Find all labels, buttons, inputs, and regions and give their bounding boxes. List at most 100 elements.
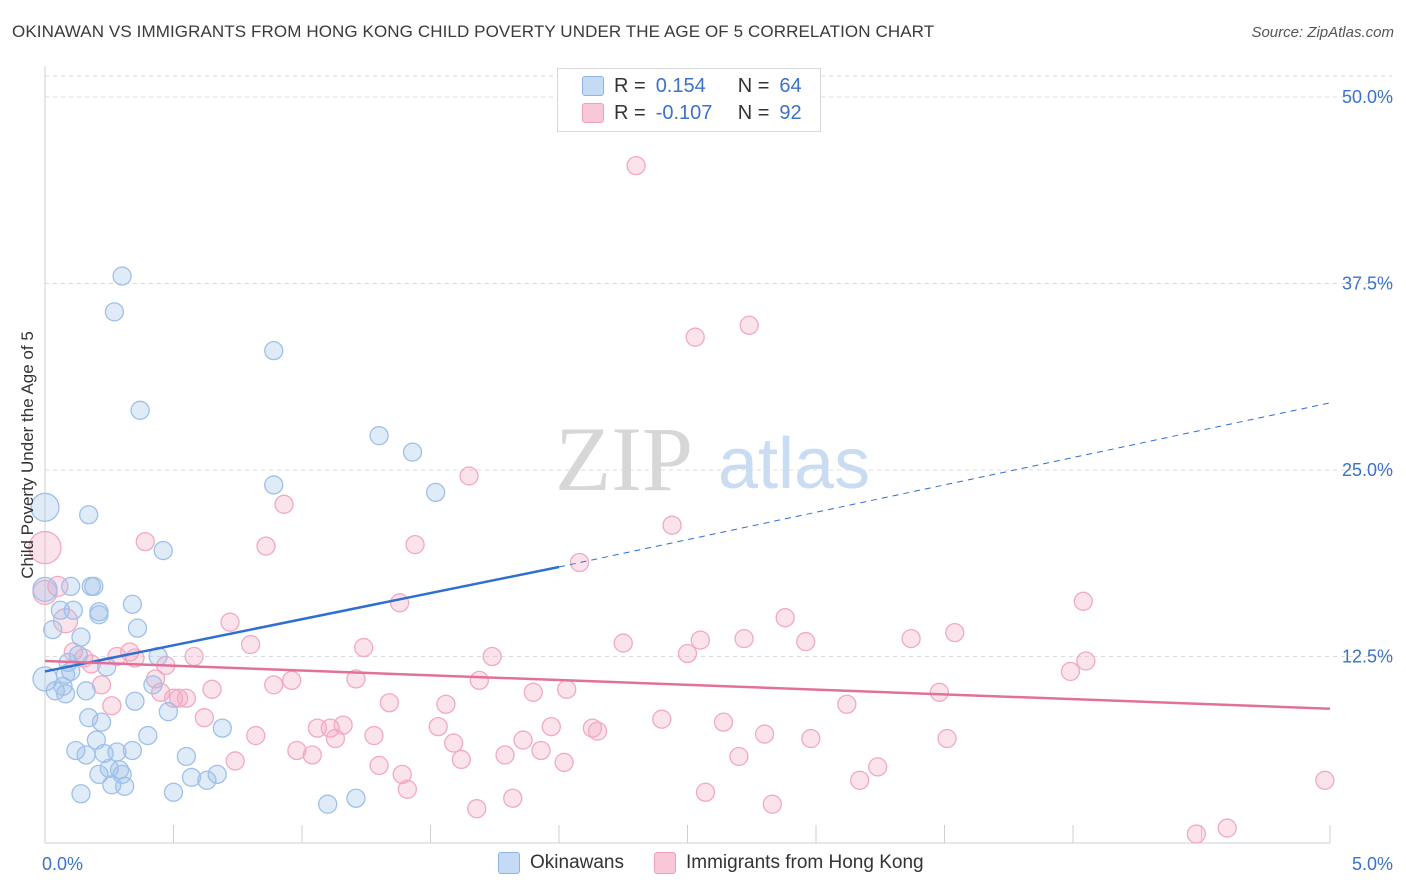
data-point (428, 716, 448, 737)
legend-item-hong-kong[interactable]: Immigrants from Hong Kong (654, 852, 924, 874)
data-point (91, 712, 112, 732)
data-point (79, 505, 99, 525)
data-point (929, 682, 950, 702)
data-point (115, 776, 135, 796)
data-point (1060, 661, 1081, 682)
source-label: Source: ZipAtlas.com (1251, 24, 1394, 41)
watermark-zip: ZIP (555, 408, 693, 510)
r-label: R = (614, 74, 646, 97)
data-point (122, 594, 143, 614)
data-point (207, 764, 227, 785)
data-point (163, 782, 184, 802)
data-point (212, 718, 232, 738)
data-point (176, 688, 197, 708)
data-point (127, 618, 148, 638)
r-value: -0.107 (655, 101, 713, 124)
data-point (695, 782, 716, 802)
n-value: 92 (779, 101, 802, 124)
data-point (135, 531, 155, 552)
n-label: N = (737, 101, 770, 124)
data-point (796, 631, 816, 652)
data-point (754, 724, 775, 744)
data-point (690, 630, 710, 650)
data-point (63, 600, 83, 620)
data-point (225, 751, 245, 771)
data-point (246, 725, 266, 746)
data-point (1076, 651, 1096, 671)
data-point (482, 646, 502, 667)
data-point (685, 327, 705, 347)
data-point (181, 767, 202, 788)
data-point (264, 675, 284, 695)
hong-kong-legend-swatch (654, 852, 676, 874)
watermark-atlas: atlas (718, 424, 870, 504)
stats-row-hong-kong: R = -0.107 N = 92 (582, 100, 802, 126)
data-point (264, 340, 284, 361)
data-point (364, 725, 384, 746)
r-label: R = (614, 101, 646, 124)
tick-labels: 12.5% 25.0% 37.5% 50.0% 0.0% 5.0% (42, 87, 1393, 874)
data-point (143, 675, 163, 695)
data-point (775, 608, 795, 628)
data-point (713, 712, 734, 732)
r-value: 0.154 (655, 74, 706, 97)
data-point (677, 643, 698, 664)
data-point (30, 492, 60, 522)
data-point (71, 627, 91, 647)
data-point (379, 693, 400, 713)
data-point (112, 266, 132, 286)
data-point (84, 576, 104, 597)
hong-kong-trend-line (44, 659, 1331, 710)
okinawans-trend-line (44, 565, 560, 673)
data-point (55, 684, 76, 704)
series-immigrants-hong-kong (28, 155, 1335, 844)
chart-title: OKINAWAN VS IMMIGRANTS FROM HONG KONG CH… (12, 22, 935, 41)
data-point (402, 442, 423, 462)
data-point (153, 540, 173, 561)
y-tick-label: 50.0% (1342, 87, 1393, 107)
data-point (662, 515, 682, 535)
data-point (274, 494, 294, 514)
data-point (868, 757, 888, 777)
legend-item-okinawans[interactable]: Okinawans (498, 852, 624, 874)
y-tick-label: 37.5% (1342, 274, 1393, 294)
hong-kong-swatch (582, 103, 604, 123)
data-point (495, 745, 515, 765)
data-point (66, 740, 86, 761)
stats-row-okinawans: R = 0.154 N = 64 (582, 73, 802, 99)
data-point (194, 708, 214, 728)
data-point (89, 764, 109, 785)
data-point (554, 752, 574, 773)
data-point (53, 676, 73, 696)
data-point (318, 794, 338, 814)
data-point (112, 764, 132, 785)
data-point (613, 633, 633, 653)
data-point (1217, 818, 1237, 838)
data-point (467, 799, 487, 819)
data-point (405, 534, 425, 555)
data-point (55, 664, 76, 685)
data-point (168, 688, 189, 708)
y-tick-label: 12.5% (1342, 647, 1393, 667)
data-point (76, 681, 96, 701)
data-point (184, 646, 204, 667)
n-label: N = (737, 74, 770, 97)
okinawans-legend-swatch (498, 852, 520, 874)
hong-kong-legend-label: Immigrants from Hong Kong (686, 852, 924, 873)
data-point (392, 764, 412, 785)
okinawans-swatch (582, 76, 604, 96)
data-point (739, 315, 759, 335)
data-point (197, 770, 217, 790)
data-point (451, 749, 471, 770)
data-point (346, 788, 366, 808)
data-point (569, 552, 590, 573)
data-point (369, 755, 389, 776)
data-point (369, 426, 389, 446)
data-point (28, 530, 62, 565)
data-point (652, 709, 672, 729)
data-point (626, 155, 646, 176)
data-point (582, 718, 603, 738)
data-point (32, 576, 58, 603)
data-point (937, 728, 957, 749)
